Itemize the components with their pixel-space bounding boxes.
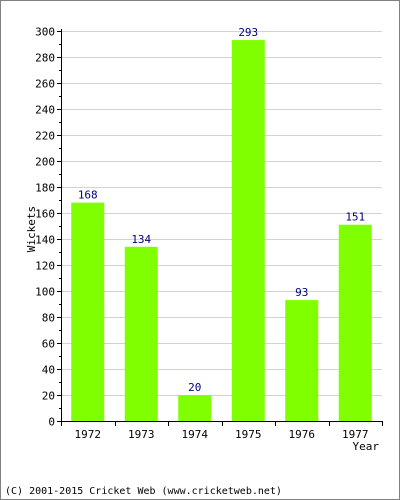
bar-1973 bbox=[124, 246, 158, 421]
y-tick-label-7: 140 bbox=[35, 234, 55, 247]
bar-1972 bbox=[71, 202, 105, 421]
y-tick-label-15: 300 bbox=[35, 26, 55, 39]
bar-1974 bbox=[178, 395, 212, 421]
x-tick-label-1977: 1977 bbox=[342, 428, 369, 441]
copyright-text: (C) 2001-2015 Cricket Web (www.cricketwe… bbox=[5, 486, 282, 497]
data-label-1973: 134 bbox=[131, 233, 151, 246]
y-tick-label-6: 120 bbox=[35, 260, 55, 273]
x-tick-label-1972: 1972 bbox=[75, 428, 102, 441]
data-label-1975: 293 bbox=[238, 26, 258, 39]
y-tick-label-11: 220 bbox=[35, 130, 55, 143]
grid-layer bbox=[61, 31, 382, 396]
axis-layer bbox=[57, 29, 383, 426]
y-axis-title: Wickets bbox=[25, 206, 38, 252]
y-tick-label-3: 60 bbox=[42, 338, 55, 351]
data-label-1976: 93 bbox=[295, 286, 308, 299]
data-label-1977: 151 bbox=[345, 211, 365, 224]
y-tick-label-8: 160 bbox=[35, 208, 55, 221]
y-tick-label-9: 180 bbox=[35, 182, 55, 195]
bar-layer bbox=[71, 40, 372, 421]
data-label-1972: 168 bbox=[78, 189, 98, 202]
x-tick-label-1974: 1974 bbox=[182, 428, 209, 441]
y-tick-label-0: 0 bbox=[48, 416, 55, 429]
data-label-1974: 20 bbox=[188, 381, 201, 394]
bar-1977 bbox=[338, 224, 372, 421]
x-tick-label-1973: 1973 bbox=[128, 428, 155, 441]
y-tick-label-2: 40 bbox=[42, 364, 55, 377]
x-tick-label-1975: 1975 bbox=[235, 428, 262, 441]
bar-1975 bbox=[231, 40, 265, 421]
label-layer: 168 134 20 293 93 151 0 20 40 60 80 100 120 140 160 180… bbox=[35, 26, 368, 442]
y-tick-label-4: 80 bbox=[42, 312, 55, 325]
x-tick-label-1976: 1976 bbox=[289, 428, 316, 441]
y-tick-label-5: 100 bbox=[35, 286, 55, 299]
y-tick-label-12: 240 bbox=[35, 104, 55, 117]
y-tick-label-1: 20 bbox=[42, 390, 55, 403]
y-tick-label-13: 260 bbox=[35, 78, 55, 91]
y-tick-label-10: 200 bbox=[35, 156, 55, 169]
y-tick-label-14: 280 bbox=[35, 52, 55, 65]
bar-1976 bbox=[285, 300, 319, 421]
x-axis-title: Year bbox=[353, 440, 380, 453]
